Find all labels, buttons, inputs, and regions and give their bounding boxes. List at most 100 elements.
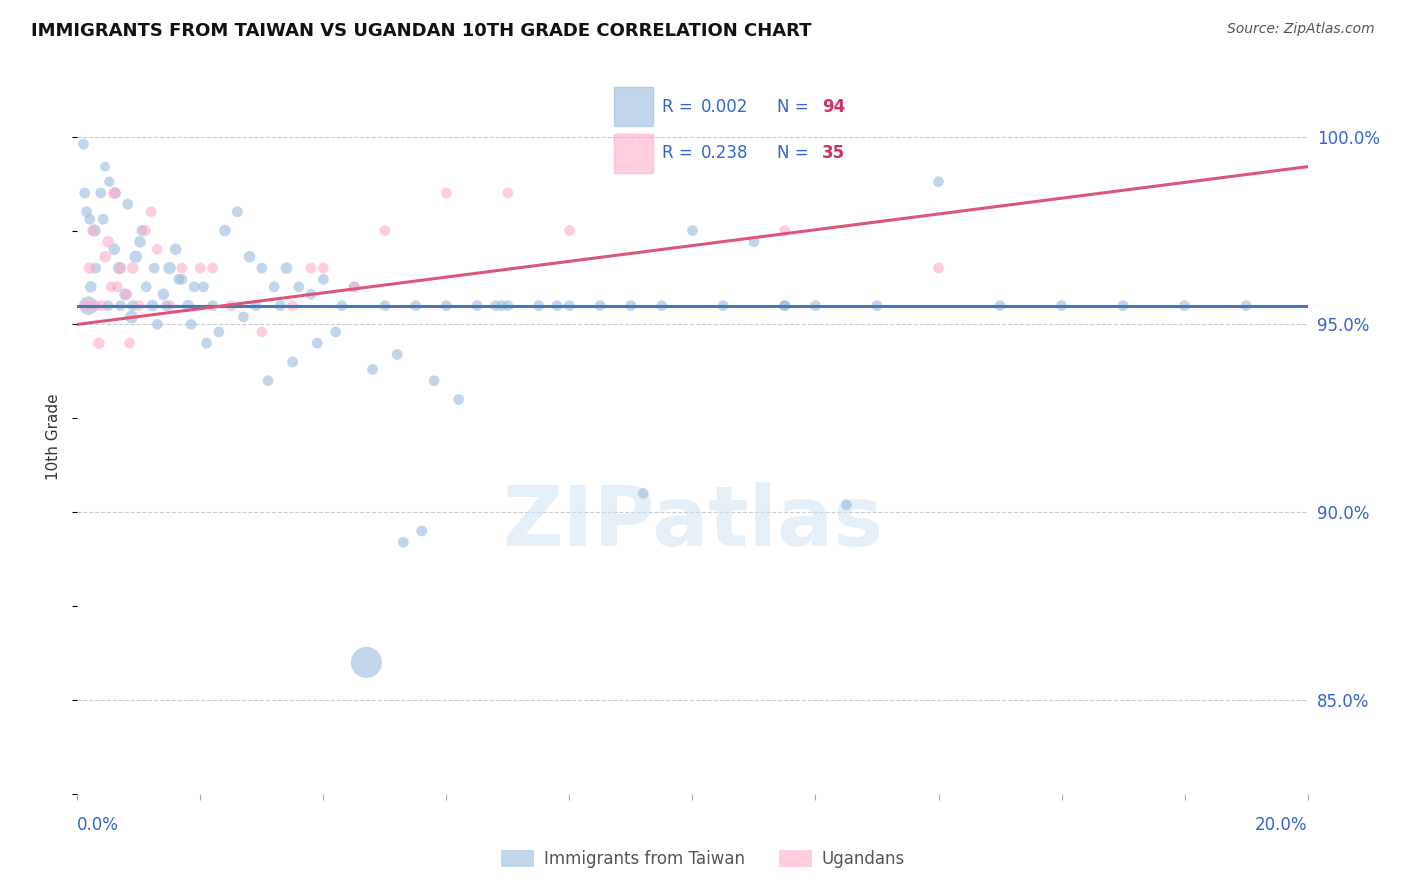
Point: [299, 261, 322, 276]
Point: [226, 204, 249, 219]
Text: 0.238: 0.238: [702, 145, 749, 162]
Point: [245, 299, 267, 313]
Point: [343, 280, 366, 294]
Point: [374, 223, 396, 237]
Point: [835, 498, 858, 512]
Point: [299, 287, 322, 301]
Point: [131, 223, 153, 237]
Point: [105, 280, 128, 294]
Point: [100, 280, 122, 294]
Point: [193, 280, 215, 294]
Point: [208, 325, 231, 339]
Point: [250, 261, 273, 276]
Point: [76, 299, 98, 313]
Point: [170, 272, 193, 286]
Point: [250, 325, 273, 339]
Point: [589, 299, 612, 313]
Point: [141, 299, 163, 313]
Point: [232, 310, 254, 324]
Point: [356, 656, 378, 670]
Point: [108, 261, 131, 276]
Legend: Immigrants from Taiwan, Ugandans: Immigrants from Taiwan, Ugandans: [494, 843, 912, 875]
Point: [239, 250, 262, 264]
Point: [72, 137, 94, 152]
Point: [128, 299, 150, 313]
Point: [121, 299, 143, 313]
Point: [804, 299, 827, 313]
Point: [546, 299, 568, 313]
Text: Source: ZipAtlas.com: Source: ZipAtlas.com: [1227, 22, 1375, 37]
Point: [165, 242, 187, 256]
Point: [134, 223, 156, 237]
Text: N =: N =: [778, 145, 814, 162]
Point: [307, 336, 329, 351]
Point: [201, 299, 224, 313]
Point: [281, 299, 304, 313]
Point: [773, 299, 796, 313]
Point: [180, 318, 202, 332]
Point: [183, 280, 205, 294]
Point: [177, 299, 200, 313]
Point: [288, 280, 311, 294]
Point: [103, 242, 125, 256]
Point: [143, 261, 166, 276]
Point: [374, 299, 396, 313]
Point: [1174, 299, 1197, 313]
Point: [447, 392, 470, 407]
Text: N =: N =: [778, 98, 814, 116]
Point: [312, 272, 335, 286]
Point: [83, 223, 105, 237]
Point: [115, 287, 138, 301]
Point: [773, 223, 796, 237]
Point: [387, 347, 409, 361]
Text: 94: 94: [823, 98, 845, 116]
Point: [496, 299, 519, 313]
Point: [682, 223, 704, 237]
Point: [742, 235, 765, 249]
Text: IMMIGRANTS FROM TAIWAN VS UGANDAN 10TH GRADE CORRELATION CHART: IMMIGRANTS FROM TAIWAN VS UGANDAN 10TH G…: [31, 22, 811, 40]
Point: [1234, 299, 1257, 313]
Point: [711, 299, 734, 313]
Point: [1112, 299, 1135, 313]
Point: [118, 336, 141, 351]
Point: [94, 160, 117, 174]
Point: [866, 299, 889, 313]
Text: R =: R =: [662, 145, 697, 162]
Point: [114, 287, 136, 301]
Point: [312, 261, 335, 276]
Point: [117, 197, 139, 211]
Point: [928, 175, 950, 189]
Bar: [613, 87, 652, 127]
Point: [87, 336, 110, 351]
Point: [98, 175, 121, 189]
Point: [159, 261, 181, 276]
Point: [90, 186, 112, 200]
Point: [73, 186, 96, 200]
Point: [84, 261, 107, 276]
Point: [97, 299, 120, 313]
Point: [330, 299, 353, 313]
Point: [1050, 299, 1073, 313]
Point: [263, 280, 285, 294]
Y-axis label: 10th Grade: 10th Grade: [46, 393, 62, 481]
Text: 20.0%: 20.0%: [1256, 816, 1308, 834]
Point: [84, 299, 107, 313]
Point: [159, 299, 181, 313]
Point: [558, 223, 581, 237]
Point: [496, 186, 519, 200]
Point: [620, 299, 643, 313]
Text: R =: R =: [662, 98, 697, 116]
Text: 35: 35: [823, 145, 845, 162]
Point: [214, 223, 236, 237]
Point: [77, 299, 100, 313]
Point: [405, 299, 427, 313]
Point: [129, 235, 152, 249]
Point: [465, 299, 488, 313]
Point: [773, 299, 796, 313]
Point: [125, 250, 148, 264]
Point: [110, 299, 132, 313]
Point: [155, 299, 177, 313]
Text: 0.002: 0.002: [702, 98, 748, 116]
Point: [219, 299, 242, 313]
Point: [195, 336, 218, 351]
